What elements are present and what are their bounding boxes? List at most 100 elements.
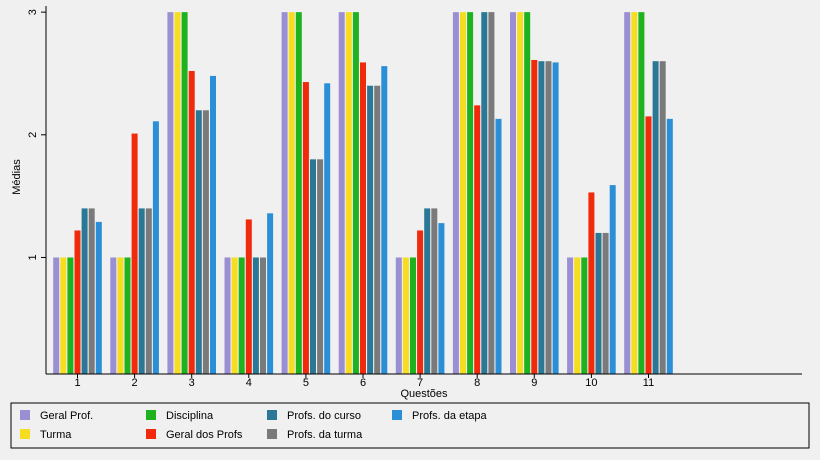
bar-disciplina-q7 <box>410 257 416 374</box>
bar-disciplina-q10 <box>581 257 588 374</box>
x-tick-label: 8 <box>474 377 480 389</box>
bar-turma-q4 <box>231 257 238 374</box>
bar-profs-do-curso-q9 <box>538 61 545 374</box>
bar-disciplina-q9 <box>524 12 531 374</box>
bar-turma-q2 <box>117 257 124 374</box>
x-tick-label: 11 <box>643 377 654 389</box>
bar-profs-da-turma-q2 <box>145 208 152 374</box>
y-tick-label: 1 <box>27 254 39 260</box>
legend-swatch-turma <box>20 429 30 439</box>
legend-box <box>10 402 810 449</box>
bar-geral-dos-profs-q11 <box>645 116 652 375</box>
bar-profs-do-curso-q2 <box>138 208 145 374</box>
legend-swatch-geral-prof <box>20 410 30 420</box>
bar-disciplina-q4 <box>238 257 245 374</box>
bar-geral-dos-profs-q8 <box>474 105 481 375</box>
x-tick-label: 5 <box>303 377 309 389</box>
bar-profs-do-curso-q7 <box>424 208 431 374</box>
bar-profs-da-etapa-q2 <box>152 121 159 374</box>
bar-geral-prof-q6 <box>338 12 345 374</box>
bar-geral-prof-q1 <box>53 257 60 374</box>
bar-disciplina-q3 <box>181 12 188 374</box>
y-tick-label: 3 <box>27 9 39 15</box>
bar-turma-q3 <box>174 12 181 374</box>
bar-disciplina-q2 <box>124 257 131 374</box>
bar-profs-do-curso-q11 <box>652 61 659 374</box>
bar-profs-do-curso-q3 <box>195 110 202 375</box>
bar-profs-da-etapa-q1 <box>95 221 102 374</box>
bar-disciplina-q11 <box>638 12 645 374</box>
x-tick-label: 10 <box>585 377 597 389</box>
legend-label-turma: Turma <box>40 429 72 441</box>
x-axis-label: Questões <box>400 388 448 400</box>
bar-geral-dos-profs-q2 <box>131 133 138 374</box>
bar-geral-prof-q3 <box>167 12 174 374</box>
bar-profs-da-turma-q1 <box>88 208 95 374</box>
legend-label-geral-prof: Geral Prof. <box>40 410 93 422</box>
bar-geral-dos-profs-q5 <box>302 82 309 375</box>
legend-swatch-geral-dos-profs <box>146 429 156 439</box>
bar-geral-prof-q10 <box>567 257 574 374</box>
bar-profs-do-curso-q8 <box>481 12 488 374</box>
bar-geral-prof-q8 <box>452 12 459 374</box>
bar-profs-da-etapa-q4 <box>267 213 274 374</box>
legend-swatch-profs-da-etapa <box>392 410 402 420</box>
bar-geral-prof-q2 <box>110 257 117 374</box>
bar-geral-prof-q4 <box>224 257 231 374</box>
bar-geral-dos-profs-q3 <box>188 71 195 374</box>
legend-label-profs-da-etapa: Profs. da etapa <box>412 410 487 422</box>
bar-turma-q8 <box>460 12 466 374</box>
bar-profs-do-curso-q4 <box>252 257 259 374</box>
legend-swatch-disciplina <box>146 410 156 420</box>
bar-profs-da-turma-q7 <box>431 208 438 374</box>
bar-profs-da-etapa-q9 <box>552 62 559 375</box>
bar-geral-prof-q9 <box>510 12 516 374</box>
bar-turma-q7 <box>402 257 409 374</box>
y-tick-label: 2 <box>27 132 39 138</box>
x-tick-label: 6 <box>360 377 366 389</box>
x-tick-label: 4 <box>246 377 252 389</box>
bar-profs-da-turma-q11 <box>659 61 666 374</box>
bar-turma-q11 <box>631 12 638 374</box>
legend-label-geral-dos-profs: Geral dos Profs <box>166 429 243 441</box>
bar-turma-q1 <box>60 257 67 374</box>
bar-profs-da-etapa-q11 <box>666 118 673 374</box>
bar-profs-da-etapa-q6 <box>381 66 388 375</box>
x-tick-label: 3 <box>189 377 195 389</box>
bar-profs-da-turma-q9 <box>545 61 552 374</box>
x-tick-label: 9 <box>531 377 537 389</box>
bar-profs-da-etapa-q8 <box>495 118 502 374</box>
y-axis-label: Médias <box>11 159 23 195</box>
bar-geral-prof-q5 <box>281 12 288 374</box>
bar-disciplina-q8 <box>467 12 474 374</box>
bar-profs-da-turma-q6 <box>374 85 381 374</box>
bar-disciplina-q5 <box>295 12 302 374</box>
bar-geral-dos-profs-q7 <box>417 230 424 374</box>
bar-profs-do-curso-q1 <box>81 208 88 374</box>
bar-geral-dos-profs-q1 <box>74 230 81 374</box>
bar-geral-prof-q7 <box>395 257 402 374</box>
bar-profs-da-etapa-q10 <box>609 185 616 374</box>
legend-swatch-profs-da-turma <box>267 429 277 439</box>
bar-profs-da-turma-q3 <box>202 110 209 375</box>
bar-geral-dos-profs-q4 <box>245 219 252 374</box>
bar-profs-do-curso-q10 <box>595 232 602 374</box>
bar-geral-dos-profs-q9 <box>531 59 538 374</box>
bar-profs-da-turma-q4 <box>260 257 266 374</box>
x-tick-label: 7 <box>417 377 423 389</box>
bar-turma-q9 <box>517 12 524 374</box>
bar-profs-do-curso-q5 <box>310 159 316 374</box>
bar-turma-q5 <box>288 12 295 374</box>
bar-geral-prof-q11 <box>624 12 631 374</box>
bar-profs-do-curso-q6 <box>367 85 374 374</box>
bar-profs-da-etapa-q7 <box>438 223 445 374</box>
bar-profs-da-turma-q5 <box>317 159 324 374</box>
bar-geral-dos-profs-q6 <box>360 62 366 375</box>
bar-profs-da-etapa-q5 <box>324 83 331 374</box>
bar-profs-da-etapa-q3 <box>210 75 216 375</box>
x-tick-label: 1 <box>74 377 80 389</box>
x-tick-label: 2 <box>132 377 138 389</box>
bar-turma-q10 <box>574 257 581 374</box>
